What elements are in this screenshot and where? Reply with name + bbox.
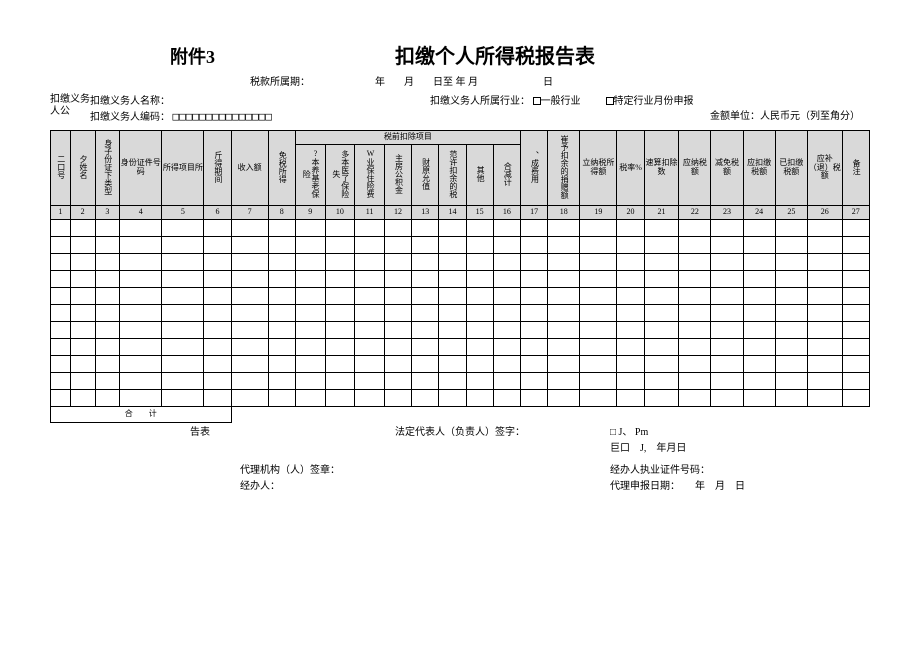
- agent-date: 代理申报日期： 年 月 日: [610, 479, 870, 495]
- colnum-14: 14: [439, 206, 466, 220]
- table-row: [51, 373, 870, 390]
- withholder-public: 扣缴义务人公: [50, 94, 90, 126]
- col-13: 财原允值: [421, 156, 430, 192]
- report-label: 告表: [50, 425, 310, 457]
- cert-number: 经办人执业证件号码：: [610, 463, 870, 479]
- col-6: 斤得期间: [213, 149, 222, 185]
- col-12: 主房公积金: [394, 152, 403, 196]
- colnum-24: 24: [743, 206, 775, 220]
- colnum-11: 11: [355, 206, 385, 220]
- table-row: [51, 390, 870, 407]
- col-16: 合减计: [502, 160, 511, 188]
- sum-label: 合 计: [51, 407, 232, 423]
- colnum-5: 5: [162, 206, 204, 220]
- checkbox-general[interactable]: [533, 97, 541, 105]
- checkbox-special[interactable]: [606, 97, 614, 105]
- colnum-17: 17: [520, 206, 547, 220]
- page-title: 扣缴个人所得税报告表: [395, 40, 595, 69]
- colnum-12: 12: [384, 206, 411, 220]
- col-11: W业保住险费: [365, 147, 374, 200]
- colnum-6: 6: [204, 206, 231, 220]
- col-21: 速算扣除数: [645, 158, 677, 176]
- unit-label: 金额单位：人民币元（列至角分）: [710, 111, 860, 122]
- handler-label: 经办人：: [50, 479, 450, 495]
- col-14: 范许扣余的税: [448, 148, 457, 200]
- colnum-23: 23: [711, 206, 743, 220]
- table-row: [51, 271, 870, 288]
- table-row: [51, 339, 870, 356]
- col-24: 应扣缴税额: [747, 158, 771, 176]
- colnum-4: 4: [120, 206, 162, 220]
- col-18: 崔予扣余的捐赠额: [559, 133, 568, 201]
- colnum-9: 9: [295, 206, 325, 220]
- table-row: [51, 356, 870, 373]
- table-row: [51, 305, 870, 322]
- stamp-line-2: 巨口 J, 年月日: [610, 441, 870, 457]
- industry-label: 扣缴义务人所属行业：: [430, 96, 530, 107]
- col-22: 应纳税额: [683, 158, 707, 176]
- col-8: 免税所得: [277, 149, 286, 185]
- attachment-label: 附件3: [170, 43, 215, 69]
- withholder-code-label: 扣缴义务人编码：: [90, 112, 170, 123]
- col-26: 应补（退）税额: [809, 154, 841, 181]
- tax-period: 税款所属期： 年 月 日至 年 月 日: [250, 73, 870, 88]
- colnum-2: 2: [70, 206, 95, 220]
- table-row: [51, 322, 870, 339]
- colnum-19: 19: [580, 206, 617, 220]
- table-row: [51, 288, 870, 305]
- sum-row: 合 计: [51, 407, 870, 423]
- table-row: [51, 237, 870, 254]
- table-row: [51, 220, 870, 237]
- general-label: 一般行业: [541, 96, 581, 107]
- col-10: 多本医了保险失: [331, 145, 349, 203]
- col-3: 身子份证下类型: [103, 137, 112, 197]
- col-4: 身份证件号码: [121, 158, 161, 176]
- col-20: 税率%: [619, 163, 642, 172]
- col-25: 已扣缴税额: [779, 158, 803, 176]
- colnum-7: 7: [231, 206, 268, 220]
- colnum-21: 21: [644, 206, 679, 220]
- withholder-code-boxes: □□□□□□□□□□□□□□□: [173, 110, 272, 123]
- col-group-pretax: 税前扣除项目: [384, 132, 432, 141]
- colnum-8: 8: [268, 206, 295, 220]
- col-1: 二口号: [56, 153, 65, 181]
- col-7: 收入额: [238, 163, 262, 172]
- colnum-3: 3: [95, 206, 120, 220]
- colnum-22: 22: [679, 206, 711, 220]
- colnum-18: 18: [548, 206, 580, 220]
- col-23: 减免税额: [715, 158, 739, 176]
- colnum-13: 13: [412, 206, 439, 220]
- colnum-1: 1: [51, 206, 71, 220]
- colnum-16: 16: [493, 206, 520, 220]
- col-17: 、成费用: [530, 149, 539, 185]
- colnum-20: 20: [617, 206, 644, 220]
- col-15: 其他: [475, 164, 484, 184]
- colnum-26: 26: [807, 206, 842, 220]
- agent-org-sign: 代理机构（人）签章：: [50, 463, 450, 479]
- colnum-25: 25: [775, 206, 807, 220]
- colnum-10: 10: [325, 206, 355, 220]
- special-label: 特定行业月份申报: [614, 96, 694, 107]
- col-19: 立纳税所 得额: [582, 158, 614, 176]
- col-27: 备注: [851, 157, 860, 177]
- col-9: ?本养基老保险: [301, 145, 319, 203]
- withholder-name-label: 扣缴义务人名称：: [90, 96, 170, 107]
- col-5: 所得项目所: [163, 163, 203, 172]
- colnum-15: 15: [466, 206, 493, 220]
- tax-table: 二口号 夕姓名 身子份证下类型 身份证件号码 所得项目所 斤得期间 收入额 免税…: [50, 130, 870, 424]
- stamp-line-1: □ J、 Pm: [610, 425, 870, 441]
- table-row: [51, 254, 870, 271]
- col-2: 夕姓名: [78, 153, 87, 181]
- legal-rep-sign: 法定代表人（负责人）签字：: [310, 425, 610, 457]
- colnum-27: 27: [842, 206, 869, 220]
